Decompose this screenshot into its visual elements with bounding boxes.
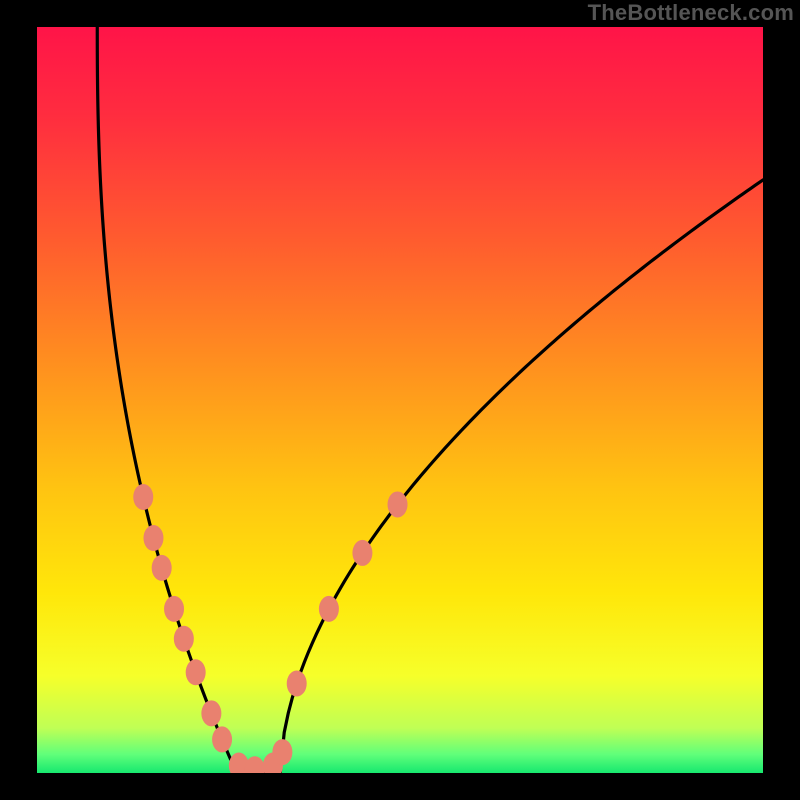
plot-area [37, 27, 763, 773]
marker-left-1 [143, 525, 163, 551]
gradient-background [37, 27, 763, 773]
marker-left-0 [133, 484, 153, 510]
marker-left-5 [186, 659, 206, 685]
outer-frame: TheBottleneck.com [0, 0, 800, 800]
marker-right-2 [319, 596, 339, 622]
marker-right-0 [388, 491, 408, 517]
marker-left-3 [164, 596, 184, 622]
marker-left-2 [152, 555, 172, 581]
marker-left-6 [201, 700, 221, 726]
bottleneck-chart [37, 27, 763, 773]
attribution-text: TheBottleneck.com [588, 0, 794, 26]
marker-left-4 [174, 626, 194, 652]
marker-bottom-3 [272, 739, 292, 765]
marker-left-7 [212, 726, 232, 752]
marker-right-1 [352, 540, 372, 566]
marker-right-3 [287, 670, 307, 696]
